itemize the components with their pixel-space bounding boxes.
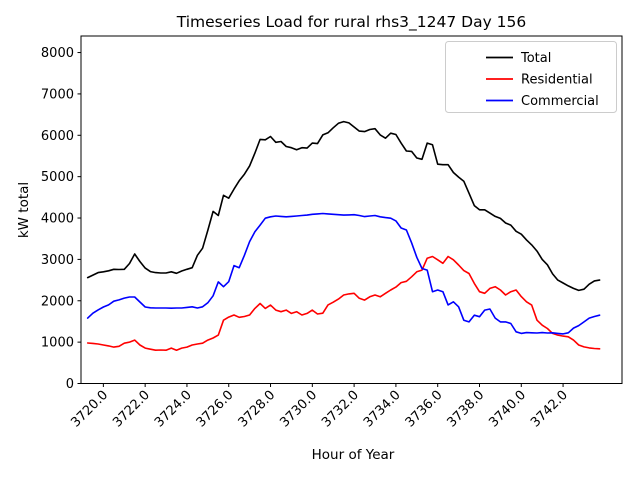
x-tick-label: 3740.0 [486, 388, 529, 431]
axes-frame [80, 35, 623, 384]
x-axis-label: Hour of Year [312, 447, 395, 463]
commercial-series-line [86, 212, 601, 335]
residential-series-line [86, 255, 601, 352]
x-tick-label: 3728.0 [236, 388, 279, 431]
legend-box [445, 41, 617, 113]
x-tick-label: 3726.0 [194, 388, 237, 431]
x-tick-label: 3732.0 [319, 388, 362, 431]
x-tick-label: 3734.0 [361, 388, 404, 431]
x-tick-label: 3720.0 [68, 388, 111, 431]
y-tick-label: 3000 [41, 253, 74, 268]
x-tick-label: 3738.0 [445, 388, 488, 431]
x-tick-label: 3736.0 [403, 388, 446, 431]
y-tick-label: 8000 [41, 46, 74, 61]
y-tick-label: 0 [66, 377, 74, 392]
y-tick-label: 5000 [41, 170, 74, 185]
x-tick-label: 3722.0 [110, 388, 153, 431]
legend: Total Residential Commercial [445, 41, 617, 113]
y-tick-label: 7000 [41, 87, 74, 102]
x-axis: 3720.0 3722.0 3724.0 3726.0 3728.0 3730.0 3732… [68, 383, 571, 431]
y-axis-label: kW total [16, 182, 32, 238]
y-tick-label: 4000 [41, 212, 74, 227]
legend-label-total: Total [520, 51, 551, 66]
y-tick-label: 6000 [41, 129, 74, 144]
series-layer [86, 120, 601, 352]
total-series-line [86, 120, 601, 292]
y-axis: 0 1000 2000 3000 4000 5000 6000 7000 8000 [41, 46, 81, 392]
y-tick-label: 1000 [41, 336, 74, 351]
x-tick-label: 3742.0 [528, 388, 571, 431]
y-tick-label: 2000 [41, 294, 74, 309]
legend-label-commercial: Commercial [521, 94, 599, 109]
x-tick-label: 3724.0 [152, 388, 195, 431]
legend-label-residential: Residential [521, 73, 593, 88]
x-tick-label: 3730.0 [277, 388, 320, 431]
chart-title: Timeseries Load for rural rhs3_1247 Day … [176, 13, 527, 32]
